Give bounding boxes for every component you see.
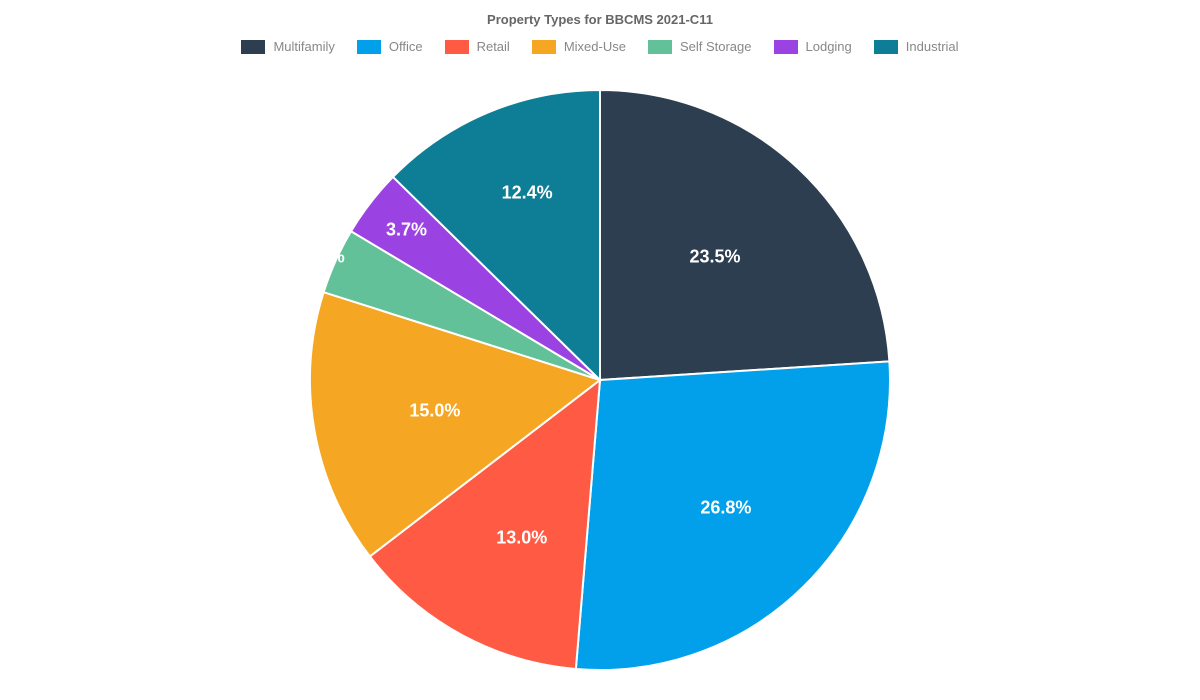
chart-title: Property Types for BBCMS 2021-C11 — [0, 0, 1200, 27]
pie-slice — [600, 90, 889, 380]
legend-item: Office — [357, 39, 423, 54]
slice-label: 3.7% — [386, 219, 427, 240]
slice-label: 15.0% — [409, 400, 460, 421]
legend-swatch — [532, 40, 556, 54]
legend-label: Office — [389, 39, 423, 54]
legend-label: Retail — [477, 39, 510, 54]
legend-swatch — [445, 40, 469, 54]
legend-label: Self Storage — [680, 39, 752, 54]
legend-item: Industrial — [874, 39, 959, 54]
chart-legend: Multifamily Office Retail Mixed-Use Self Sto… — [0, 39, 1200, 54]
legend-item: Mixed-Use — [532, 39, 626, 54]
legend-item: Lodging — [774, 39, 852, 54]
legend-label: Mixed-Use — [564, 39, 626, 54]
legend-swatch — [874, 40, 898, 54]
legend-label: Industrial — [906, 39, 959, 54]
legend-swatch — [241, 40, 265, 54]
legend-label: Multifamily — [273, 39, 334, 54]
legend-item: Self Storage — [648, 39, 752, 54]
slice-label: 3.6% — [304, 246, 345, 267]
slice-label: 12.4% — [502, 183, 553, 204]
pie-svg — [310, 90, 890, 670]
legend-item: Multifamily — [241, 39, 334, 54]
slice-label: 13.0% — [496, 527, 547, 548]
slice-label: 26.8% — [700, 498, 751, 519]
pie-chart: 23.5%26.8%13.0%15.0%3.6%3.7%12.4% — [310, 90, 890, 670]
slice-label: 23.5% — [690, 247, 741, 268]
legend-label: Lodging — [806, 39, 852, 54]
legend-swatch — [648, 40, 672, 54]
legend-item: Retail — [445, 39, 510, 54]
legend-swatch — [357, 40, 381, 54]
legend-swatch — [774, 40, 798, 54]
